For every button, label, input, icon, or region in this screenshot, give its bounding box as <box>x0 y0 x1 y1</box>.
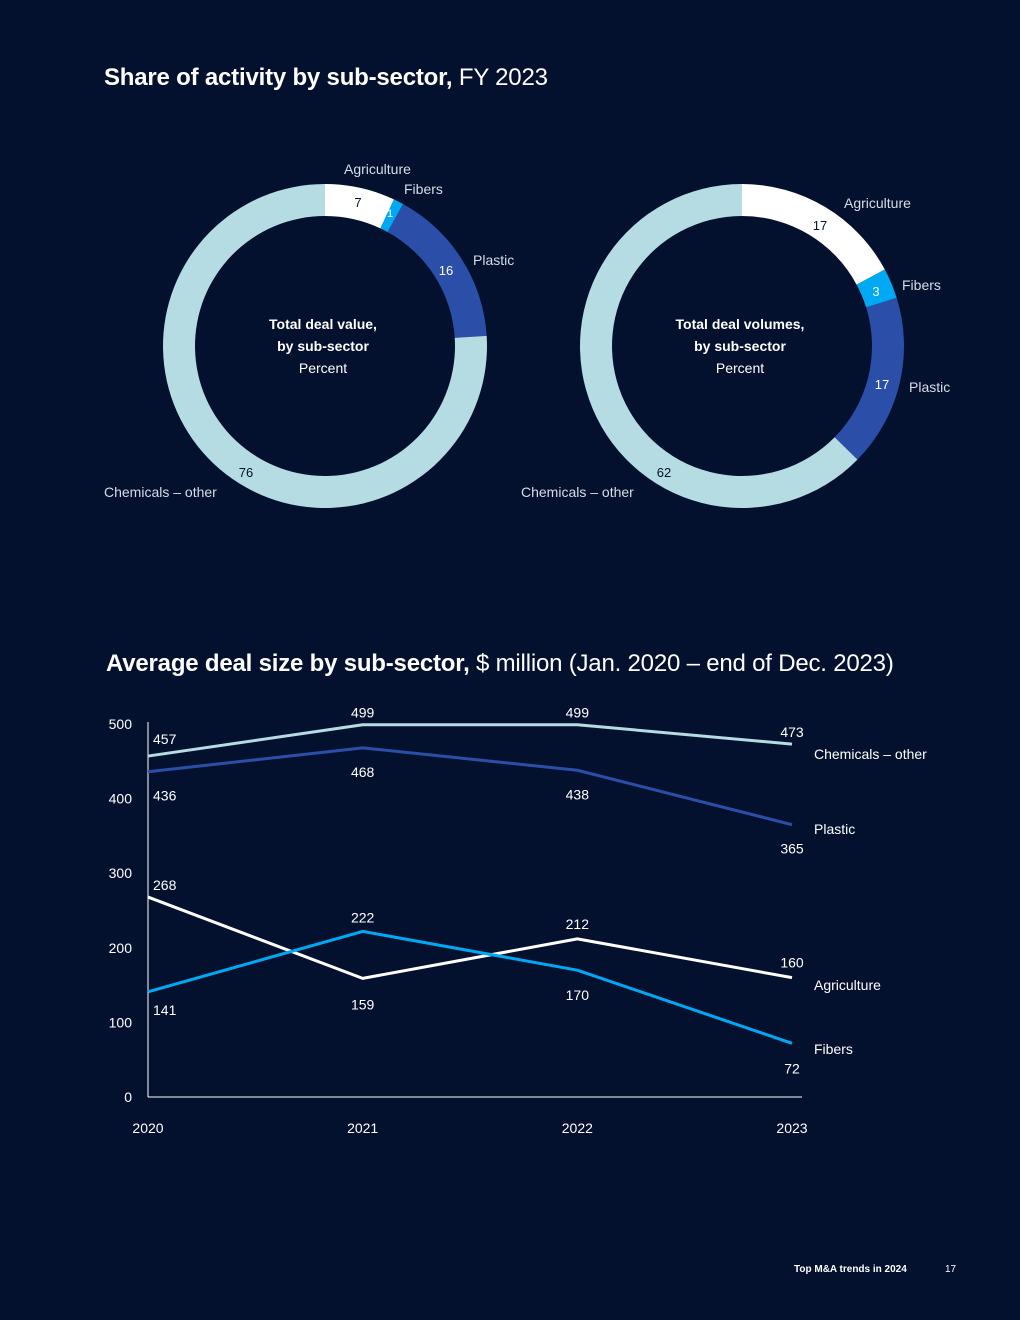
data-label-agriculture: 268 <box>153 877 177 893</box>
series-line-chemicals-other <box>147 723 793 758</box>
data-label-agriculture: 160 <box>780 955 804 971</box>
line-section-title: Average deal size by sub-sector, $ milli… <box>106 650 894 678</box>
data-label-plastic: 436 <box>153 788 177 804</box>
donut-category-label-plastic: Plastic <box>909 379 950 395</box>
series-legend-plastic: Plastic <box>814 821 855 837</box>
donut-center-label: by sub-sector <box>277 338 369 354</box>
donut-value-label-plastic: 16 <box>439 263 453 278</box>
series-line-fibers <box>147 929 793 1045</box>
x-tick-label: 2023 <box>776 1120 807 1136</box>
line-section-title-bold: Average deal size by sub-sector, <box>106 650 470 677</box>
y-tick-label: 400 <box>109 791 133 807</box>
series-line-plastic <box>147 746 793 827</box>
data-label-plastic: 438 <box>566 786 590 802</box>
line-section-title-light: $ million (Jan. 2020 – end of Dec. 2023) <box>476 650 894 677</box>
data-label-agriculture: 212 <box>566 916 590 932</box>
y-tick-label: 0 <box>124 1089 132 1105</box>
donut-section-title: Share of activity by sub-sector, FY 2023 <box>104 64 548 92</box>
donut-section-title-bold: Share of activity by sub-sector, <box>104 64 453 91</box>
donut-category-label-chemicals-other: Chemicals – other <box>521 484 634 500</box>
x-tick-label: 2020 <box>132 1120 163 1136</box>
series-legend-chemicals-other: Chemicals – other <box>814 746 927 762</box>
donut-category-label-fibers: Fibers <box>902 277 941 293</box>
donut-slice-plastic <box>387 204 487 338</box>
series-legend-fibers: Fibers <box>814 1041 853 1057</box>
donut-center-sublabel: Percent <box>716 360 764 376</box>
donut-category-label-agriculture: Agriculture <box>344 161 411 177</box>
series-line-agriculture <box>147 895 793 980</box>
donut-value-label-agriculture: 17 <box>813 218 827 233</box>
x-tick-label: 2022 <box>562 1120 593 1136</box>
donut-value-label-chemicals-other: 76 <box>239 465 253 480</box>
donut-center-label: Total deal value, <box>269 316 377 332</box>
donut-category-label-agriculture: Agriculture <box>844 195 911 211</box>
donut-slice-fibers <box>856 269 897 308</box>
y-tick-label: 100 <box>109 1014 133 1030</box>
data-label-chemicals-other: 457 <box>153 731 177 747</box>
data-label-fibers: 72 <box>784 1060 800 1076</box>
donut-slice-chemicals-other <box>580 184 858 508</box>
data-label-agriculture: 159 <box>351 996 375 1012</box>
data-label-plastic: 468 <box>351 764 375 780</box>
donut-category-label-fibers: Fibers <box>404 181 443 197</box>
donut-slice-fibers <box>380 199 404 233</box>
donut-value-label-plastic: 17 <box>875 377 889 392</box>
donut-value-label-agriculture: 7 <box>354 195 361 210</box>
donut-center-sublabel: Percent <box>299 360 347 376</box>
donut-value-label-fibers: 3 <box>872 284 879 299</box>
data-label-chemicals-other: 499 <box>566 705 590 721</box>
y-tick-label: 300 <box>109 865 133 881</box>
x-tick-label: 2021 <box>347 1120 378 1136</box>
y-tick-label: 500 <box>109 716 133 732</box>
y-tick-label: 200 <box>109 940 133 956</box>
data-label-chemicals-other: 499 <box>351 705 375 721</box>
data-label-chemicals-other: 473 <box>780 724 804 740</box>
data-label-plastic: 365 <box>780 841 804 857</box>
footer-label: Top M&A trends in 2024 <box>794 1264 907 1275</box>
data-label-fibers: 222 <box>351 909 375 925</box>
series-legend-agriculture: Agriculture <box>814 977 881 993</box>
donut-value-label-fibers: 1 <box>387 208 393 220</box>
page-number: 17 <box>945 1264 957 1275</box>
donut-center-label: Total deal volumes, <box>676 316 805 332</box>
data-label-fibers: 141 <box>153 1002 177 1018</box>
donut-slice-agriculture <box>742 184 885 285</box>
donut-slice-agriculture <box>325 184 394 229</box>
donut-center-label: by sub-sector <box>694 338 786 354</box>
donut-category-label-chemicals-other: Chemicals – other <box>104 484 217 500</box>
data-label-fibers: 170 <box>566 987 590 1003</box>
donut-section-title-light: FY 2023 <box>458 64 548 91</box>
donut-value-label-chemicals-other: 62 <box>657 465 671 480</box>
donut-slice-plastic <box>834 297 904 460</box>
donut-category-label-plastic: Plastic <box>473 252 514 268</box>
